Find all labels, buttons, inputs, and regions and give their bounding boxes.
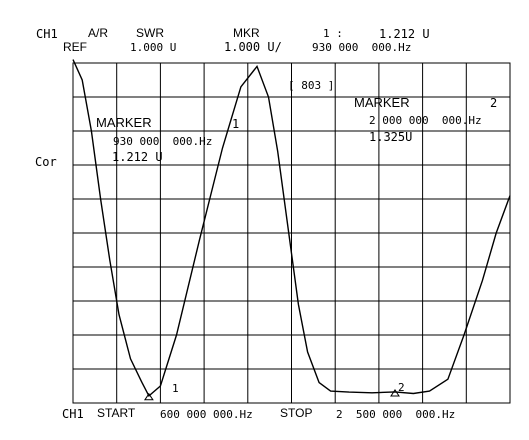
start-frequency: 600 000 000.Hz: [160, 408, 253, 421]
format-label: A/R: [88, 26, 109, 40]
channel-label: CH1: [36, 27, 58, 41]
marker2-frequency: 2 000 000 000.Hz: [369, 114, 482, 127]
correction-indicator: Cor: [35, 155, 57, 169]
marker2-triangle: [390, 389, 400, 397]
trace-markers: [143, 389, 400, 401]
marker2-trace-label: 2: [398, 381, 405, 394]
start-label: START: [97, 406, 136, 420]
ref-label: REF: [63, 40, 87, 54]
bracket-annotation: [ 803 ]: [288, 79, 335, 92]
graticule-grid: [73, 63, 510, 403]
marker1-number: 1: [232, 117, 240, 131]
measurement-label: SWR: [136, 26, 164, 40]
marker2-title: MARKER: [354, 95, 410, 110]
marker-frequency: 930 000 000.Hz: [312, 41, 412, 54]
marker2-value: 1.325U: [369, 130, 413, 144]
scale-value: 1.000 U/: [224, 40, 282, 54]
marker1-trace-label: 1: [172, 382, 179, 395]
stop-frequency: 2 500 000 000.Hz: [336, 408, 456, 421]
marker2-number: 2: [490, 96, 498, 110]
marker-label: MKR: [233, 26, 260, 40]
footer-channel: CH1: [62, 407, 84, 421]
marker-value: 1.212 U: [379, 27, 430, 41]
marker1-value: 1.212 U: [112, 150, 163, 164]
marker-index: 1 :: [323, 27, 343, 40]
stop-label: STOP: [280, 406, 313, 420]
marker1-frequency: 930 000 000.Hz: [113, 135, 213, 148]
swr-trace: [72, 59, 511, 398]
marker1-title: MARKER: [96, 115, 152, 130]
marker1-triangle: [143, 392, 154, 401]
ref-value: 1.000 U: [130, 41, 177, 54]
